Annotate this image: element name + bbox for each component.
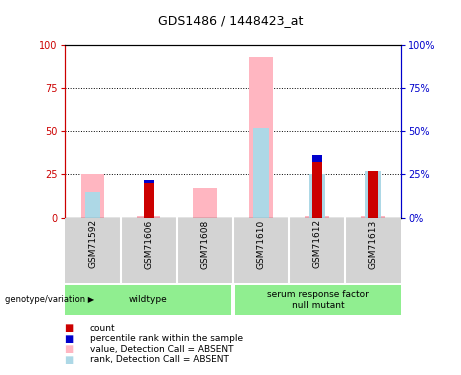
Text: value, Detection Call = ABSENT: value, Detection Call = ABSENT	[90, 345, 233, 354]
Bar	[193, 188, 217, 218]
Bar	[85, 192, 100, 217]
Text: GSM71606: GSM71606	[144, 219, 153, 268]
Text: count: count	[90, 324, 116, 333]
Text: GDS1486 / 1448423_at: GDS1486 / 1448423_at	[158, 14, 303, 27]
Text: percentile rank within the sample: percentile rank within the sample	[90, 334, 243, 343]
Text: wildtype: wildtype	[128, 296, 167, 304]
Text: ■: ■	[65, 323, 74, 333]
Text: GSM71613: GSM71613	[368, 219, 378, 268]
Text: rank, Detection Call = ABSENT: rank, Detection Call = ABSENT	[90, 355, 229, 364]
Bar	[312, 162, 322, 218]
Text: ■: ■	[65, 334, 74, 344]
Bar	[368, 171, 378, 217]
Bar	[305, 216, 329, 217]
Text: serum response factor
null mutant: serum response factor null mutant	[267, 290, 369, 310]
Text: GSM71592: GSM71592	[88, 219, 97, 268]
Bar	[144, 180, 154, 183]
Bar	[309, 174, 325, 217]
Bar	[249, 57, 272, 217]
Text: ■: ■	[65, 344, 74, 354]
Bar	[81, 174, 104, 217]
Bar	[137, 216, 160, 217]
Bar	[144, 183, 154, 218]
Text: GSM71608: GSM71608	[200, 219, 209, 268]
Text: ■: ■	[65, 355, 74, 364]
Text: GSM71612: GSM71612	[313, 219, 321, 268]
Bar	[253, 128, 269, 218]
Text: GSM71610: GSM71610	[256, 219, 266, 268]
Bar	[365, 171, 381, 217]
Text: genotype/variation ▶: genotype/variation ▶	[5, 296, 94, 304]
Bar	[361, 216, 385, 217]
Bar	[312, 155, 322, 162]
